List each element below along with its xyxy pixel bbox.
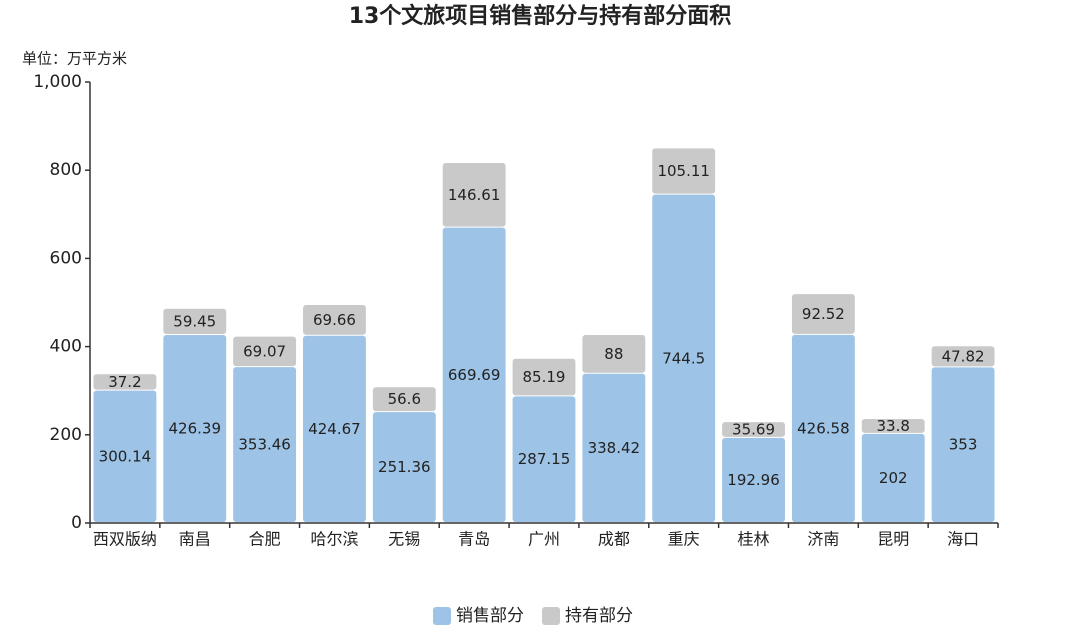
data-label: 424.67 [308,420,361,438]
x-tick-label: 济南 [807,530,839,549]
x-tick-label: 南昌 [179,530,211,549]
bar-segment [93,374,157,390]
data-label: 105.11 [657,162,710,180]
y-tick-label: 0 [71,513,82,533]
bar-segment [233,367,297,522]
bar-segment [652,194,716,522]
bar-segment [163,308,227,334]
bar-segment [722,422,785,437]
x-tick-label: 西双版纳 [93,530,157,549]
legend-swatch [542,607,560,625]
bar-segment [791,294,855,334]
data-label: 92.52 [802,305,845,323]
x-tick-label: 海口 [947,530,979,549]
data-label: 353.46 [238,436,291,454]
legend-swatch [433,607,451,625]
legend-label: 持有部分 [565,606,633,626]
bar-segment [861,433,925,522]
bar-segment [93,390,157,522]
y-tick-label: 600 [50,248,82,268]
y-tick-label: 800 [50,160,82,180]
data-label: 33.8 [877,417,910,435]
data-label: 88 [604,345,623,363]
data-label: 300.14 [99,447,152,465]
bar-segment [303,335,366,522]
x-tick-label: 无锡 [388,530,420,549]
x-tick-label: 广州 [528,530,560,549]
y-unit: 单位：万平方米 [22,50,127,68]
data-label: 69.07 [243,342,286,360]
data-label: 426.58 [797,419,850,437]
bar-segment [791,334,855,522]
data-label: 426.39 [169,419,222,437]
bar-segment [372,412,436,522]
bar-segment [512,358,576,396]
x-tick-label: 成都 [598,530,630,549]
data-label: 287.15 [518,450,571,468]
bar-segment [722,437,785,522]
data-label: 669.69 [448,366,501,384]
bar-segment [233,336,297,367]
data-label: 85.19 [523,368,566,386]
data-label: 56.6 [388,390,421,408]
data-label: 192.96 [727,471,780,489]
data-label: 202 [879,469,908,487]
data-label: 35.69 [732,421,775,439]
legend-label: 销售部分 [456,606,524,626]
data-label: 37.2 [108,373,141,391]
data-label: 47.82 [942,347,985,365]
bar-segment [163,334,227,522]
x-tick-label: 哈尔滨 [310,530,358,549]
bar-segment [931,367,995,522]
y-tick-label: 200 [50,425,82,445]
data-label: 59.45 [173,312,216,330]
bar-segment [861,419,925,433]
x-tick-label: 合肥 [249,530,281,549]
y-tick-label: 1,000 [33,72,82,92]
bar-segment [931,346,995,367]
y-tick-label: 400 [50,337,82,357]
bar-segment [582,334,646,373]
bar-segment [652,148,716,194]
data-label: 251.36 [378,458,431,476]
data-label: 338.42 [588,439,641,457]
data-label: 744.5 [662,349,705,367]
chart-title: 13个文旅项目销售部分与持有部分面积 [349,3,732,29]
bar-segment [372,387,436,412]
data-label: 69.66 [313,311,356,329]
x-tick-label: 青岛 [458,530,490,549]
x-tick-label: 昆明 [877,530,909,549]
bar-segment [512,396,576,522]
x-tick-label: 桂林 [738,530,770,549]
bar-segment [442,163,506,227]
data-label: 353 [949,436,978,454]
bar-segment [303,305,366,335]
bar-segment [582,373,646,522]
bar-segment [442,227,506,522]
data-label: 146.61 [448,186,501,204]
x-tick-label: 重庆 [668,530,700,549]
